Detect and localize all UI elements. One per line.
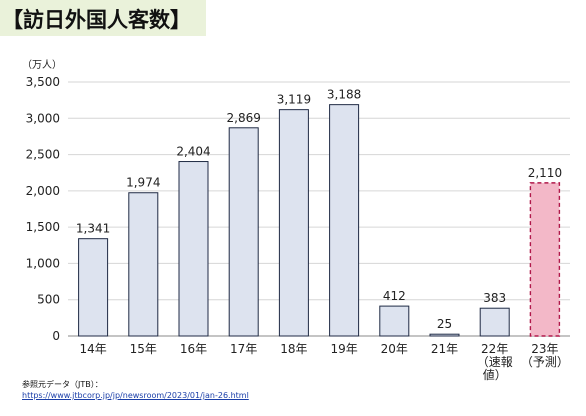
- data-label: 412: [383, 289, 406, 303]
- bar: [128, 192, 159, 337]
- y-tick-label: 0: [52, 329, 60, 343]
- y-axis-unit-label: （万人）: [22, 59, 62, 71]
- x-tick-label: 14年: [79, 342, 106, 356]
- x-tick-label: 15年: [130, 342, 157, 356]
- bar: [278, 109, 309, 337]
- page-title: 【訪日外国人客数】: [2, 8, 191, 32]
- x-tick-label: 17年: [230, 342, 257, 356]
- source-label: 参照元データ（JTB）：: [22, 380, 103, 389]
- y-tick-label: 1,500: [26, 220, 60, 234]
- x-tick-label: （速報: [477, 355, 513, 369]
- data-label: 1,974: [126, 176, 160, 190]
- data-label: 383: [483, 291, 506, 305]
- x-tick-label: 23年: [531, 342, 558, 356]
- x-tick-label: 20年: [381, 342, 408, 356]
- data-label: 2,869: [227, 111, 261, 125]
- data-label: 3,188: [327, 88, 361, 102]
- bar: [78, 238, 109, 337]
- x-tick-label: 値）: [483, 367, 507, 382]
- x-tick-label: （予測）: [521, 355, 569, 369]
- bar: [228, 127, 259, 337]
- data-label: 2,404: [176, 145, 210, 159]
- bar: [429, 333, 460, 337]
- source-link[interactable]: https://www.jtbcorp.jp/jp/newsroom/2023/…: [22, 391, 249, 400]
- y-tick-label: 500: [37, 293, 60, 307]
- title-banner: 【訪日外国人客数】: [0, 0, 206, 36]
- y-tick-label: 1,000: [26, 256, 60, 270]
- y-tick-label: 2,000: [26, 184, 60, 198]
- x-tick-label: 21年: [431, 342, 458, 356]
- bar: [379, 305, 410, 337]
- x-tick-label: 16年: [180, 342, 207, 356]
- y-tick-label: 3,000: [26, 111, 60, 125]
- x-tick-label: 18年: [280, 342, 307, 356]
- x-tick-label: 19年: [330, 342, 357, 356]
- y-tick-label: 3,500: [26, 75, 60, 89]
- bar: [329, 104, 360, 337]
- data-label: 25: [437, 317, 452, 331]
- x-tick-label: 22年: [481, 342, 508, 356]
- bar: [178, 161, 209, 337]
- data-label: 1,341: [76, 222, 110, 236]
- data-label: 2,110: [528, 166, 562, 180]
- y-tick-label: 2,500: [26, 148, 60, 162]
- bar-forecast: [529, 182, 561, 337]
- data-label: 3,119: [277, 93, 311, 107]
- bar: [479, 307, 510, 337]
